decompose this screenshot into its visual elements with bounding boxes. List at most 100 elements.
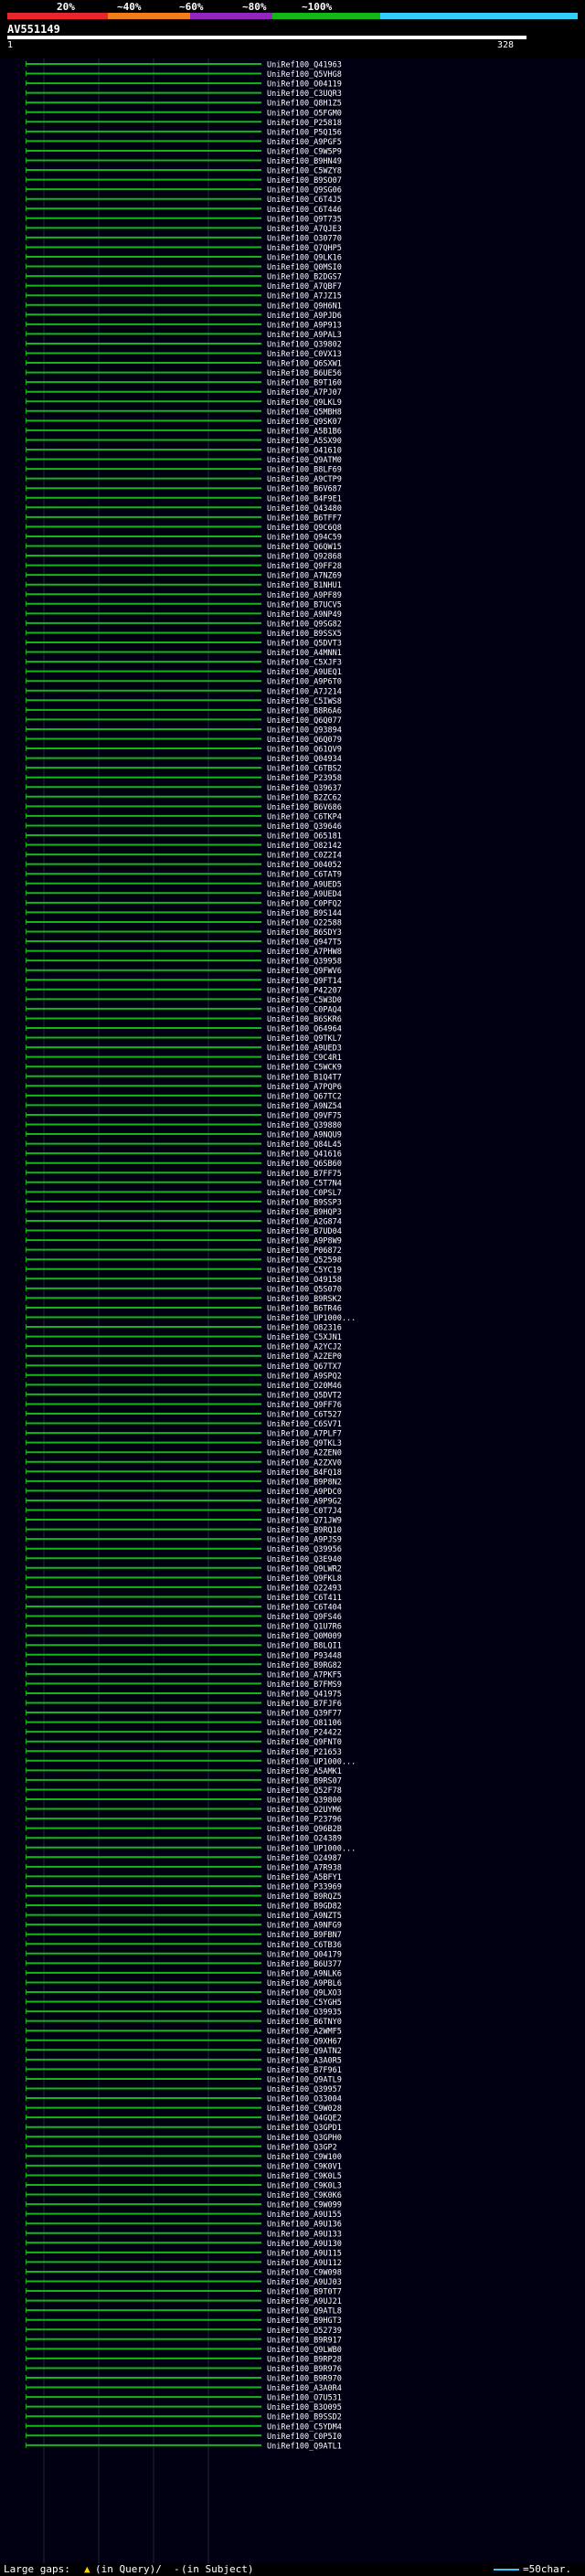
legend-query-gap: (in Query)/ <box>95 2563 162 2575</box>
hit-label: UniRef100_C5XJN1 <box>267 1333 342 1342</box>
hit-label: UniRef100_Q39800 <box>267 1797 342 1806</box>
hit-label: UniRef100_C6SV71 <box>267 1420 342 1429</box>
hit-label: UniRef100_C9W100 <box>267 2153 342 2162</box>
hit-label: UniRef100_P93448 <box>267 1651 342 1660</box>
hit-label: UniRef100_C0PSL7 <box>267 1189 342 1198</box>
hit-label: UniRef100_B6V687 <box>267 485 342 494</box>
hit-label: UniRef100_A9PJS9 <box>267 1536 342 1545</box>
hit-label: UniRef100_A9U115 <box>267 2249 342 2258</box>
hit-label: UniRef100_A9UEQ1 <box>267 668 342 677</box>
hit-label: UniRef100_UP1000... <box>267 1314 356 1323</box>
scale-segment-60 <box>190 13 272 19</box>
hit-label: UniRef100_C0Z2I4 <box>267 852 342 861</box>
hit-label: UniRef100_Q04934 <box>267 755 342 764</box>
hit-label: UniRef100_A9NFG9 <box>267 1922 342 1931</box>
legend-scale-text: =50char. <box>523 2563 571 2575</box>
hit-label: UniRef100_B8LQI1 <box>267 1642 342 1651</box>
hit-label: UniRef100_C9W098 <box>267 2268 342 2277</box>
hit-label: UniRef100_O33004 <box>267 2095 342 2104</box>
hit-label: UniRef100_Q9VF75 <box>267 1111 342 1120</box>
legend-scale-line <box>494 2569 519 2571</box>
hit-label: UniRef100_C5W3D0 <box>267 996 342 1005</box>
hit-label: UniRef100_C6T4J5 <box>267 196 342 205</box>
hit-label: UniRef100_Q3GPD1 <box>267 2124 342 2133</box>
hit-label: UniRef100_Q9H6N1 <box>267 302 342 311</box>
hit-label: UniRef100_A9SPQ2 <box>267 1372 342 1381</box>
scale-label-40: ~40% <box>117 1 142 13</box>
hit-label: UniRef100_Q71JW9 <box>267 1517 342 1526</box>
hit-label: UniRef100_Q5DVT2 <box>267 1391 342 1400</box>
hit-label: UniRef100_B7UD04 <box>267 1227 342 1236</box>
hit-label: UniRef100_A9UJ21 <box>267 2297 342 2306</box>
hit-label: UniRef100_A9NLK6 <box>267 1969 342 1978</box>
hit-label: UniRef100_A9NQU9 <box>267 1131 342 1140</box>
hit-label: UniRef100_Q4GQE2 <box>267 2115 342 2124</box>
hit-label: UniRef100_A9UED4 <box>267 890 342 899</box>
hit-label: UniRef100_Q6Q077 <box>267 716 342 726</box>
hit-label: UniRef100_O65181 <box>267 832 342 842</box>
hit-label: UniRef100_Q8H1Z5 <box>267 100 342 109</box>
hit-label: UniRef100_B6SDY3 <box>267 928 342 938</box>
hit-label: UniRef100_P23796 <box>267 1816 342 1825</box>
header: 20% ~40% ~60% ~80% ~100% AV551149 1 328 <box>0 0 585 58</box>
hit-label: UniRef100_B9RS07 <box>267 1776 342 1786</box>
hit-label: UniRef100_C3UQR3 <box>267 90 342 99</box>
hit-label: UniRef100_C6TB36 <box>267 1941 342 1950</box>
hit-label: UniRef100_Q39F77 <box>267 1710 342 1719</box>
hit-label: UniRef100_Q41975 <box>267 1690 342 1699</box>
subject-gap-icon: - <box>174 2563 180 2575</box>
hit-label: UniRef100_B9HQP3 <box>267 1208 342 1217</box>
hit-label: UniRef100_A9P8W9 <box>267 1237 342 1246</box>
hit-label: UniRef100_A9UJ03 <box>267 2278 342 2287</box>
hit-label: UniRef100_B9GD82 <box>267 1903 342 1912</box>
hit-label: UniRef100_A9P6T0 <box>267 678 342 687</box>
hit-label: UniRef100_B9R917 <box>267 2336 342 2345</box>
hit-label: UniRef100_B2DGS7 <box>267 273 342 282</box>
hit-label: UniRef100_C5YC19 <box>267 1266 342 1275</box>
hit-label: UniRef100_C5IWS8 <box>267 697 342 706</box>
legend-subject-gap: (in Subject) <box>181 2563 254 2575</box>
hit-label: UniRef100_C9K0V1 <box>267 2162 342 2171</box>
hit-label: UniRef100_A2WMF5 <box>267 2028 342 2037</box>
hit-label: UniRef100_A7PKF5 <box>267 1670 342 1680</box>
hit-label: UniRef100_Q9LXO3 <box>267 1989 342 1998</box>
hit-label: UniRef100_O82142 <box>267 842 342 851</box>
hit-label: UniRef100_Q5VHG8 <box>267 70 342 80</box>
hit-label: UniRef100_C5T7N4 <box>267 1179 342 1188</box>
hit-label: UniRef100_Q9ATN2 <box>267 2047 342 2056</box>
hit-label: UniRef100_Q6SB60 <box>267 1160 342 1169</box>
hit-label: UniRef100_Q9FF28 <box>267 562 342 571</box>
hit-label: UniRef100_Q67TX7 <box>267 1362 342 1372</box>
hit-label: UniRef100_Q92868 <box>267 553 342 562</box>
hit-label: UniRef100_O81106 <box>267 1719 342 1728</box>
hit-label: UniRef100_A7J214 <box>267 687 342 696</box>
hit-label: UniRef100_C9W028 <box>267 2104 342 2114</box>
hit-label: UniRef100_Q9ATL1 <box>267 2442 342 2451</box>
hit-label: UniRef100_B9SO07 <box>267 176 342 186</box>
hit-label: UniRef100_A9NP49 <box>267 610 342 620</box>
hit-label: UniRef100_C6TBS2 <box>267 765 342 774</box>
hit-label: UniRef100_Q67TC2 <box>267 1092 342 1101</box>
hit-label: UniRef100_Q52F78 <box>267 1786 342 1796</box>
hit-label: UniRef100_C9K0L5 <box>267 2172 342 2181</box>
hit-label: UniRef100_A2ZEP0 <box>267 1352 342 1362</box>
hit-label: UniRef100_O04119 <box>267 80 342 90</box>
hit-label: UniRef100_B9RQ10 <box>267 1526 342 1535</box>
hit-label: UniRef100_A9PDC0 <box>267 1488 342 1497</box>
hit-label: UniRef100_C0P5I0 <box>267 2433 342 2442</box>
scale-segment-40 <box>108 13 190 19</box>
hit-label: UniRef100_P24422 <box>267 1729 342 1738</box>
hit-label: UniRef100_B6TFF7 <box>267 514 342 523</box>
hit-label: UniRef100_C5XJF3 <box>267 659 342 668</box>
hit-label: UniRef100_B9S144 <box>267 909 342 918</box>
hit-label: UniRef100_Q41963 <box>267 61 342 70</box>
hit-label: UniRef100_B4F9E1 <box>267 494 342 504</box>
hit-label: UniRef100_Q52598 <box>267 1256 342 1266</box>
hit-label: UniRef100_C5YGH5 <box>267 1998 342 2008</box>
hit-label: UniRef100_B9FBN7 <box>267 1931 342 1940</box>
hit-label: UniRef100_UP1000... <box>267 1844 356 1853</box>
hit-label: UniRef100_Q9LWR2 <box>267 1564 342 1574</box>
hit-label: UniRef100_B9RG82 <box>267 1661 342 1670</box>
hit-label: UniRef100_Q94C59 <box>267 533 342 542</box>
hit-label: UniRef100_P5Q156 <box>267 128 342 137</box>
